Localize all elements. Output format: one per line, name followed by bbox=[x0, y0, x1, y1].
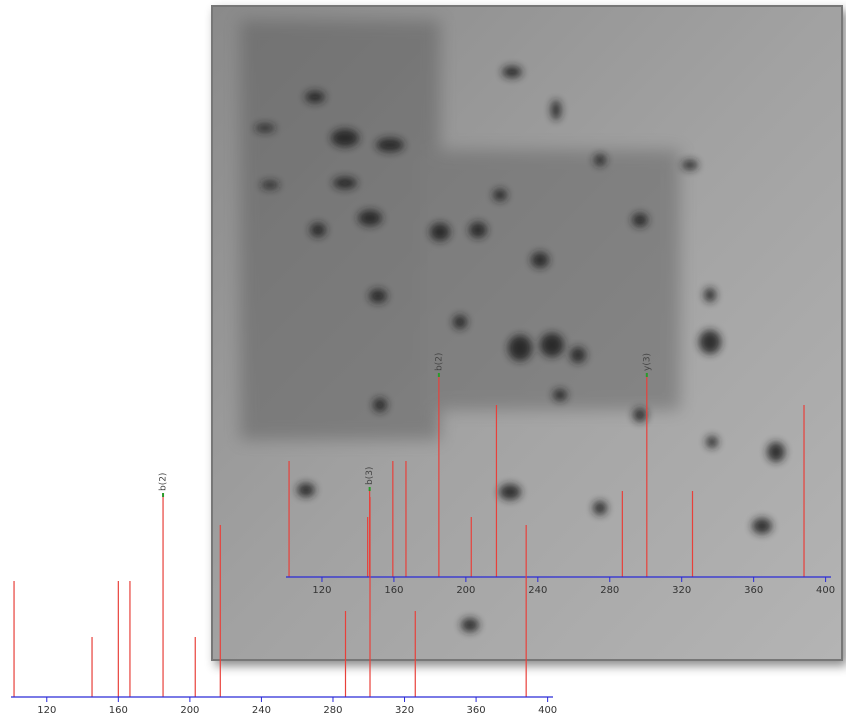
x-tick-label: 200 bbox=[456, 585, 475, 596]
x-tick-label: 280 bbox=[323, 705, 342, 716]
x-tick-label: 320 bbox=[672, 585, 691, 596]
x-tick-label: 240 bbox=[528, 585, 547, 596]
peak-label: y(3) bbox=[642, 353, 652, 371]
x-tick-label: 360 bbox=[467, 705, 486, 716]
spectrum: b(3) b(2) y(3) 120 160 200 240 280 320 360 400 bbox=[286, 353, 835, 596]
peak-label: b(2) bbox=[159, 473, 169, 491]
x-tick-label: 280 bbox=[600, 585, 619, 596]
x-tick-label: 320 bbox=[395, 705, 414, 716]
x-tick-label: 160 bbox=[384, 585, 403, 596]
x-tick-label: 360 bbox=[744, 585, 763, 596]
x-tick-label: 400 bbox=[538, 705, 557, 716]
spectrum: b(2) 120 160 200 240 280 320 360 400 bbox=[11, 473, 557, 716]
peak-label: b(3) bbox=[365, 467, 375, 485]
x-tick-label: 160 bbox=[109, 705, 128, 716]
x-tick-label: 240 bbox=[252, 705, 271, 716]
gel-image bbox=[211, 5, 843, 661]
x-tick-label: 400 bbox=[816, 585, 835, 596]
x-tick-label: 120 bbox=[312, 585, 331, 596]
x-tick-label: 200 bbox=[180, 705, 199, 716]
x-tick-label: 120 bbox=[37, 705, 56, 716]
peak-label: b(2) bbox=[434, 353, 444, 371]
